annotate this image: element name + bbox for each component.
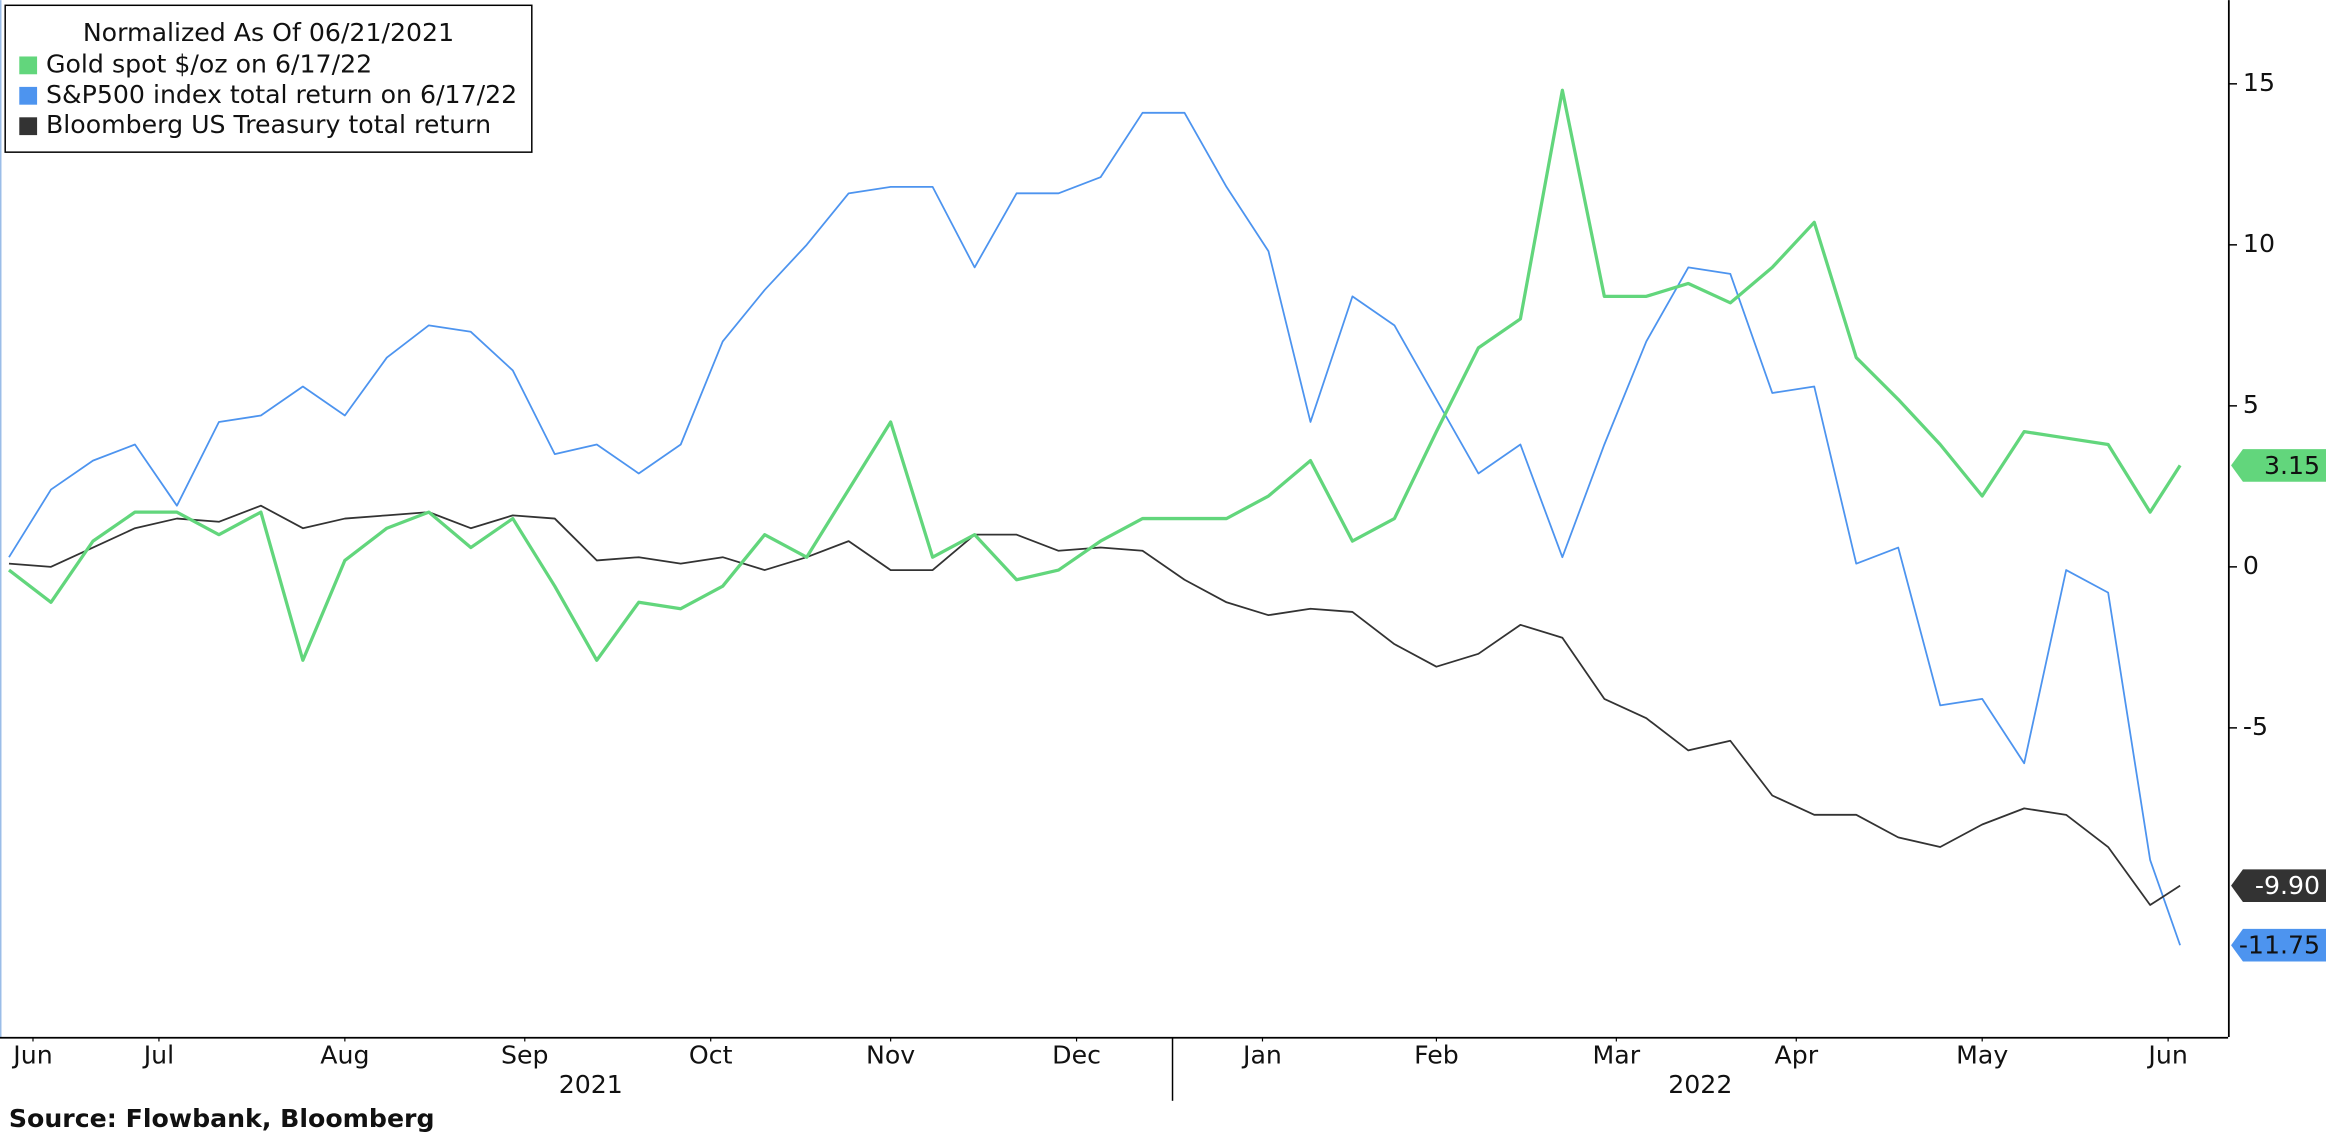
- y-tick-label: -5: [2243, 712, 2268, 741]
- end-label: -11.75: [2239, 931, 2320, 960]
- legend-label: S&P500 index total return on 6/17/22: [46, 80, 517, 109]
- legend-swatch: [19, 117, 38, 136]
- x-tick-label: Mar: [1593, 1040, 1641, 1069]
- legend-swatch: [19, 86, 38, 105]
- x-tick-label: Nov: [866, 1040, 915, 1069]
- end-label-box: [2231, 928, 2326, 962]
- x-tick-label: May: [1956, 1040, 2008, 1069]
- x-tick-label: Apr: [1774, 1040, 1818, 1069]
- year-label: 2021: [559, 1070, 623, 1099]
- legend-box: [4, 4, 533, 153]
- series-line: [8, 111, 2181, 946]
- source: Source: Flowbank, Bloomberg: [9, 1104, 435, 1133]
- y-tick-label: 15: [2243, 68, 2275, 97]
- x-tick-label: Jan: [1241, 1040, 1282, 1069]
- legend-title: Normalized As Of 06/21/2021: [83, 18, 454, 47]
- x-tick-label: Jul: [142, 1040, 174, 1069]
- x-tick-label: Sep: [501, 1040, 549, 1069]
- x-tick-label: Aug: [320, 1040, 369, 1069]
- x-tick-label: Jun: [2146, 1040, 2187, 1069]
- y-tick-label: 10: [2243, 229, 2275, 258]
- series-line: [7, 88, 2182, 662]
- year-label: 2022: [1668, 1070, 1732, 1099]
- legend-label: Bloomberg US Treasury total return: [46, 110, 491, 139]
- y-tick-label: 5: [2243, 390, 2259, 419]
- x-tick-label: Dec: [1052, 1040, 1101, 1069]
- end-label-box: [2231, 449, 2326, 482]
- x-tick-label: Feb: [1414, 1040, 1459, 1069]
- plot-area: [7, 88, 2182, 946]
- y-tick-label: 0: [2243, 551, 2259, 580]
- x-tick-label: Oct: [689, 1040, 733, 1069]
- legend-label: Gold spot $/oz on 6/17/22: [46, 49, 372, 78]
- x-tick-label: Jun: [11, 1040, 52, 1069]
- legend-swatch: [19, 56, 38, 75]
- end-label-box: [2231, 869, 2326, 902]
- legend: Normalized As Of 06/21/2021 Gold spot $/…: [4, 4, 533, 153]
- end-label: -9.90: [2255, 871, 2320, 900]
- series-line: [8, 504, 2181, 906]
- end-label: 3.15: [2264, 451, 2320, 480]
